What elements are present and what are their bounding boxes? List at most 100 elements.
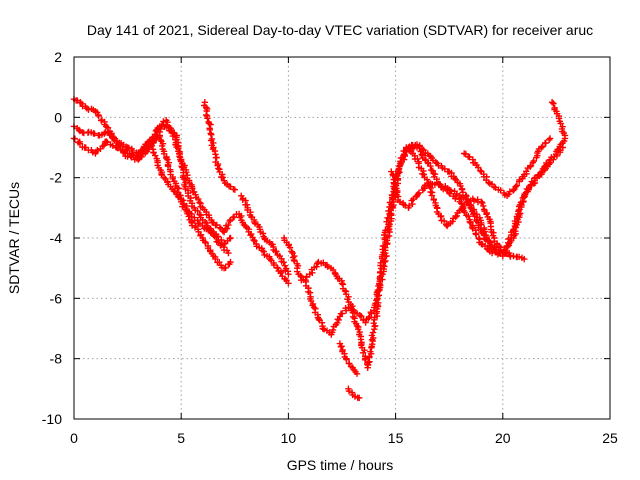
data-point [512,183,519,190]
interpolated-point [379,276,386,283]
data-point [227,258,234,266]
x-tick-label: 5 [177,430,185,446]
interpolated-point [329,326,337,334]
data-point [561,132,569,139]
data-point [285,271,292,278]
interpolated-point [229,214,237,221]
interpolated-point [216,224,224,231]
interpolated-point [380,262,387,269]
data-point [510,252,517,260]
interpolated-point [215,165,222,172]
interpolated-point [195,195,202,203]
y-axis-label: SDTVAR / TECUs [6,182,22,294]
interpolated-point [522,189,530,196]
interpolated-point [250,236,257,244]
interpolated-point [470,197,478,204]
data-point [310,304,318,311]
interpolated-point [384,214,391,221]
interpolated-point [222,264,229,271]
interpolated-point [212,255,219,263]
interpolated-point [157,136,164,144]
interpolated-point [260,248,267,255]
interpolated-point [369,329,377,336]
interpolated-point [510,187,517,194]
series-11 [388,144,566,260]
interpolated-point [356,312,363,319]
interpolated-point [465,213,472,220]
y-tick-label: -4 [50,230,63,246]
series-4 [148,141,234,272]
interpolated-point [98,117,105,124]
interpolated-point [94,147,101,154]
interpolated-point [179,203,186,210]
interpolated-point [128,154,135,161]
interpolated-point [451,175,459,182]
data-point [225,249,232,257]
data-point [338,280,346,287]
interpolated-point [148,142,155,149]
interpolated-point [273,248,280,255]
x-tick-label: 25 [602,430,618,446]
interpolated-point [513,182,521,189]
interpolated-point [460,204,467,212]
interpolated-point [206,126,213,133]
interpolated-point [176,153,183,160]
interpolated-point [91,130,98,137]
interpolated-point [164,163,172,170]
interpolated-point [420,171,427,178]
interpolated-point [207,121,214,128]
interpolated-point [204,115,211,122]
interpolated-point [447,187,454,194]
interpolated-point [485,179,492,186]
interpolated-point [446,190,454,197]
y-tick-label: -2 [50,170,63,186]
interpolated-point [525,185,533,192]
interpolated-point [437,213,444,220]
interpolated-point [542,139,549,147]
interpolated-point [423,176,431,183]
interpolated-point [71,135,79,142]
interpolated-point [174,192,182,200]
interpolated-point [185,213,192,220]
interpolated-point [477,167,484,174]
interpolated-point [75,126,83,134]
data-point [353,370,361,377]
interpolated-point [119,148,127,155]
interpolated-point [504,243,511,250]
interpolated-point [459,189,467,196]
x-tick-label: 20 [495,430,511,446]
data-point [548,99,556,106]
interpolated-point [428,192,436,199]
interpolated-point [320,326,328,333]
interpolated-point [353,322,361,330]
interpolated-point [527,182,534,189]
interpolated-point [163,154,170,162]
interpolated-point [555,115,563,122]
series-5 [201,99,238,193]
interpolated-point [440,217,448,225]
interpolated-point [453,212,460,220]
y-tick-label: 0 [54,109,62,125]
interpolated-point [550,156,557,163]
interpolated-point [156,133,163,141]
interpolated-point [372,300,379,307]
data-point [319,325,326,332]
data-point [362,319,369,326]
y-tick-labels: 2 0 -2 -4 -6 -8 -10 [42,49,62,427]
data-point [227,234,234,242]
interpolated-point [223,225,231,232]
data-point [557,120,564,127]
interpolated-point [473,231,480,238]
x-tick-labels: 0 5 10 15 20 25 [70,430,618,446]
x-tick-label: 15 [388,430,404,446]
interpolated-point [427,162,434,170]
data-point [521,255,528,263]
interpolated-point [157,125,164,133]
interpolated-point [425,180,432,187]
interpolated-point [382,244,389,251]
grid [74,57,610,419]
interpolated-point [506,188,513,195]
interpolated-point [545,161,553,168]
interpolated-point [175,185,182,192]
plot-frame [73,56,611,420]
